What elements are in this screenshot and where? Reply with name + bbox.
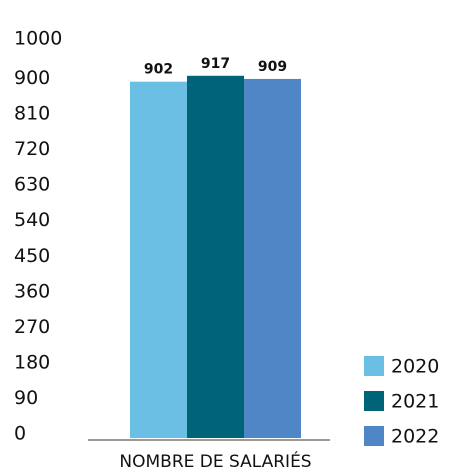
y-tick-label: 1000 xyxy=(14,28,62,50)
y-tick-label: 810 xyxy=(14,103,50,125)
y-tick-label: 900 xyxy=(14,67,50,89)
y-tick-label: 270 xyxy=(14,316,50,338)
y-tick-label: 450 xyxy=(14,245,50,267)
legend-label: 2020 xyxy=(391,356,439,378)
y-tick-label: 0 xyxy=(14,423,26,445)
bar xyxy=(130,81,187,439)
y-tick-label: 180 xyxy=(14,351,50,373)
value-label: 902 xyxy=(144,62,173,78)
legend-swatch xyxy=(364,391,384,411)
legend-label: 2022 xyxy=(391,426,439,448)
y-tick-label: 360 xyxy=(14,280,50,302)
bar xyxy=(187,75,244,438)
y-tick-label: 90 xyxy=(14,387,38,409)
value-label: 909 xyxy=(258,59,287,75)
legend-swatch xyxy=(364,356,384,376)
bar xyxy=(244,78,301,438)
legend-swatch xyxy=(364,426,384,446)
y-tick-label: 540 xyxy=(14,209,50,231)
legend-label: 2021 xyxy=(391,391,439,413)
y-tick-label: 720 xyxy=(14,138,50,160)
y-tick-label: 630 xyxy=(14,174,50,196)
x-tick-label: NOMBRE DE SALARIÉS xyxy=(119,450,311,472)
value-label: 917 xyxy=(201,56,230,72)
